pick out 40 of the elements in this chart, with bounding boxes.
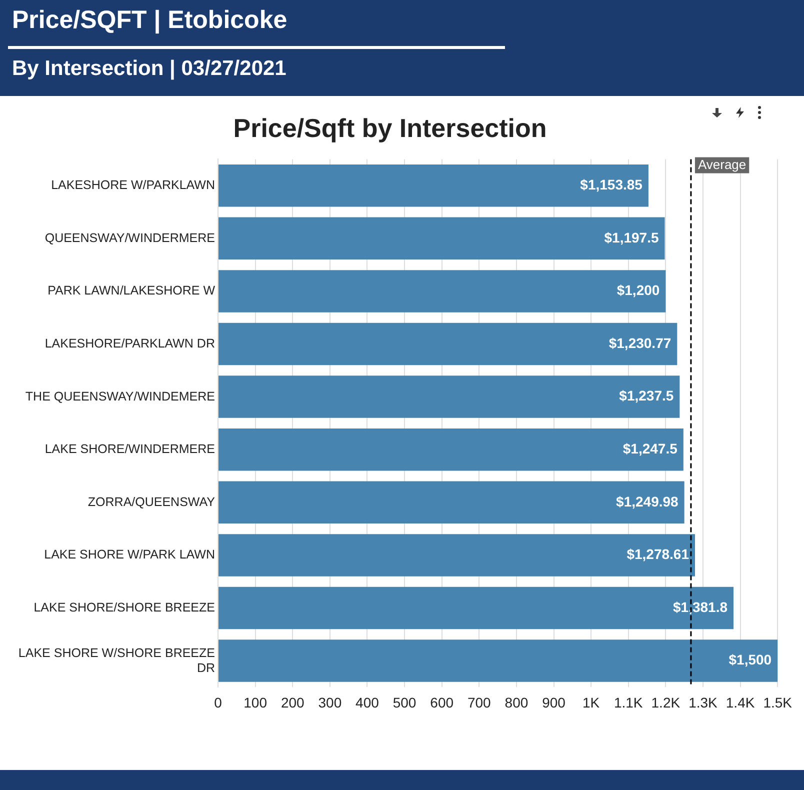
data-label: $1,381.8 bbox=[673, 598, 728, 615]
x-tick-label: 500 bbox=[392, 694, 416, 710]
x-tick-label: 700 bbox=[467, 694, 492, 710]
x-tick-label: 200 bbox=[280, 694, 305, 710]
y-tick-label: LAKE SHORE W/PARK LAWN bbox=[44, 548, 215, 562]
chart-subtitle: By Intersection | 03/27/2021 bbox=[12, 57, 286, 81]
text: Price/Sqft by Intersection bbox=[233, 112, 547, 143]
data-label: $1,197.5 bbox=[604, 229, 659, 246]
x-tick-label: 300 bbox=[318, 694, 342, 710]
x-tick-label: 1.2K bbox=[651, 694, 681, 710]
x-tick-label: 100 bbox=[244, 694, 268, 710]
data-label: $1,500 bbox=[728, 652, 772, 668]
x-tick-label: 0 bbox=[214, 694, 222, 710]
x-tick-label: 600 bbox=[430, 694, 454, 710]
x-tick-label: 1K bbox=[582, 694, 600, 710]
x-tick-label: 1.4K bbox=[726, 694, 756, 710]
ref-line-label: Average bbox=[698, 156, 746, 172]
y-tick-label: LAKE SHORE/SHORE BREEZE bbox=[34, 600, 215, 614]
chart-title: Price/SQFT | Etobicoke bbox=[12, 6, 288, 35]
y-tick-label: QUEENSWAY/WINDERMERE bbox=[44, 230, 215, 245]
y-tick-label: LAKE SHORE/WINDERMERE bbox=[44, 442, 215, 456]
y-tick-label: LAKE SHORE W/SHORE BREEZE DR bbox=[18, 646, 215, 675]
x-tick-label: 800 bbox=[504, 694, 528, 710]
data-label: $1,153.85 bbox=[580, 176, 643, 192]
data-label: $1,230.77 bbox=[608, 334, 672, 351]
y-tick-label: THE QUEENSWAY/WINDEMERE bbox=[25, 389, 215, 404]
data-label: $1,278.61 bbox=[626, 546, 690, 562]
x-tick-label: 1.3K bbox=[688, 694, 718, 710]
y-tick-label: LAKESHORE/PARKLAWN DR bbox=[44, 336, 215, 350]
data-label: $1,200 bbox=[616, 282, 660, 298]
x-tick-label: 400 bbox=[356, 694, 380, 710]
x-tick-label: 1.5K bbox=[763, 694, 793, 710]
y-tick-label: PARK LAWN/LAKESHORE W bbox=[48, 284, 216, 298]
data-label: $1,249.98 bbox=[616, 493, 679, 510]
x-tick-label: 1.1K bbox=[614, 694, 644, 710]
y-tick-label: ZORRA/QUEENSWAY bbox=[88, 494, 216, 509]
y-tick-label: LAKESHORE W/PARKLAWN bbox=[51, 178, 215, 192]
data-label: $1,247.5 bbox=[622, 440, 678, 456]
x-tick-label: 900 bbox=[542, 694, 566, 710]
data-label: $1,237.5 bbox=[619, 388, 674, 404]
